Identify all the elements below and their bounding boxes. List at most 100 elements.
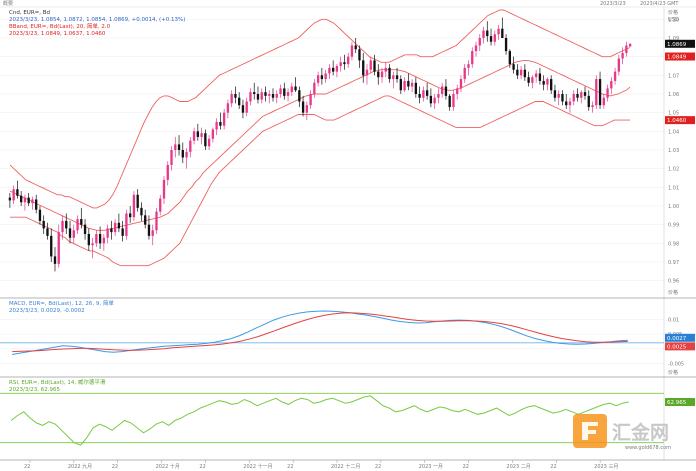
price-tick-label: 1.04 <box>668 129 679 135</box>
candle <box>177 135 181 156</box>
candle <box>72 224 75 244</box>
candle-body <box>527 77 530 83</box>
candle <box>264 86 267 102</box>
candle-body <box>53 256 57 264</box>
candle-body <box>159 198 162 212</box>
candle-body <box>414 82 418 94</box>
candle <box>489 28 493 46</box>
candle-body <box>166 164 169 180</box>
candle <box>271 88 275 102</box>
candle-body <box>61 220 64 233</box>
candle <box>200 127 203 145</box>
candle <box>339 56 342 72</box>
candle <box>621 47 624 65</box>
candle <box>19 191 23 206</box>
candle-body <box>219 122 222 126</box>
candle <box>283 82 286 100</box>
candle <box>166 161 169 186</box>
candle <box>125 209 128 240</box>
time-tick-label: 22 <box>463 464 469 470</box>
candle <box>140 202 143 221</box>
candle-body <box>373 60 376 72</box>
candle-body <box>177 144 181 150</box>
candle-body <box>437 94 440 98</box>
price-tick-label: 1.00 <box>668 204 679 210</box>
time-axis: 22 2022 九月 22 2022 十月 22 2022 十一月 22 2022 十二月 22… <box>24 460 618 470</box>
candle-body <box>553 90 557 98</box>
candle-body <box>271 94 275 98</box>
candle-body <box>362 60 365 76</box>
candle <box>441 82 444 98</box>
macd-tick-label: 0.01 <box>668 318 679 324</box>
candle-body <box>95 234 98 244</box>
candle-body <box>482 30 485 38</box>
price-tick-label: 1.02 <box>668 167 679 173</box>
candle <box>395 67 399 83</box>
candle-body <box>275 94 278 98</box>
candle-body <box>576 94 579 98</box>
bollinger-bands <box>9 9 631 267</box>
candle-body <box>595 79 598 106</box>
candle <box>598 71 602 109</box>
candle <box>343 54 346 70</box>
price-unit-label: 价格 <box>668 9 678 16</box>
time-tick-label: 2022 十一月 <box>243 463 272 470</box>
candle-body <box>320 75 324 80</box>
candle <box>568 97 572 113</box>
candle-body <box>76 219 79 231</box>
price-tick-label: 1.01 <box>668 185 679 191</box>
candle-body <box>399 79 402 91</box>
candle <box>380 67 384 83</box>
candle <box>298 86 301 108</box>
candle <box>516 64 519 80</box>
bband-legend-title: BBand, EUR=, Bd(Last), 20, 简单, 2.0 <box>9 22 111 30</box>
candle <box>519 66 523 80</box>
candle <box>174 136 177 158</box>
candle <box>561 90 564 106</box>
price-tick-label: 1.05 <box>668 111 679 117</box>
candle-body <box>328 67 331 74</box>
candle <box>245 97 248 117</box>
candle <box>410 79 414 93</box>
candle-body <box>102 237 106 244</box>
candle <box>433 94 436 109</box>
candle-body <box>117 222 121 229</box>
candle <box>91 237 94 259</box>
candle-body <box>313 82 316 94</box>
candle-body <box>72 230 75 238</box>
candle-body <box>230 94 233 104</box>
candle <box>222 108 226 130</box>
time-tick-label: 22 <box>199 464 205 470</box>
candle <box>260 88 263 104</box>
price-tick-label: 1.06 <box>668 92 679 98</box>
candle-body <box>8 197 12 201</box>
candle-body <box>298 90 301 102</box>
candle <box>437 88 440 104</box>
candle <box>347 52 350 68</box>
candle-body <box>347 56 350 65</box>
macd-value-tag-bg <box>665 333 695 342</box>
rsi-legend-title: RSI, EUR=, Bd(Last), 14, 威尔德平滑 <box>9 378 106 386</box>
candle <box>31 196 34 210</box>
macd-axis-tags: 0.0027 0.0025 <box>665 333 695 351</box>
candle <box>215 118 218 136</box>
candle <box>557 90 560 106</box>
candle-body <box>504 38 508 52</box>
candle <box>602 94 605 109</box>
price-axis-tags: 1.0869 1.0849 1.0460 <box>665 39 695 125</box>
candle-body <box>358 49 361 61</box>
candle <box>425 82 429 100</box>
macd-value-tag: 0.0027 <box>667 336 687 342</box>
candle <box>583 86 587 100</box>
candle-body <box>456 88 459 94</box>
candle <box>531 75 534 89</box>
candle-body <box>215 122 218 130</box>
candle <box>147 215 151 240</box>
candle <box>136 189 139 212</box>
candle <box>362 52 365 83</box>
candle <box>268 90 271 104</box>
candle-body <box>610 80 613 89</box>
candle-body <box>260 92 263 100</box>
candle <box>129 206 132 223</box>
candle-body <box>140 207 143 216</box>
